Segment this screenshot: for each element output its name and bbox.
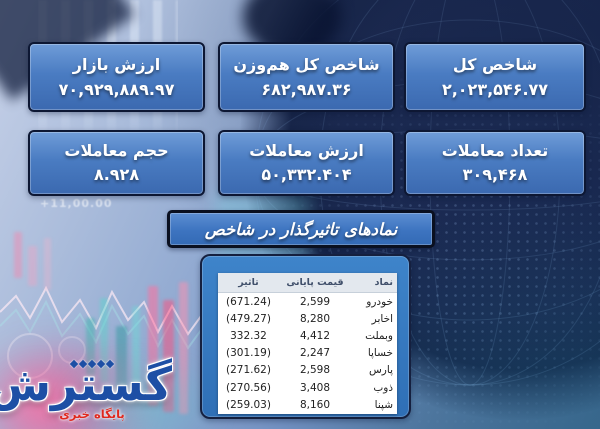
impact-cell: (259.03) (226, 398, 271, 411)
stat-total-index: شاخص کل ۲,۰۲۳,۵۴۶.۷۷ (404, 42, 586, 112)
stat-label: شاخص کل هم‌وزن (233, 54, 380, 74)
symbol-cell: خودرو (366, 295, 393, 308)
impact-cell: (671.24) (226, 295, 271, 308)
stat-value: ۶۸۲,۹۸۷.۳۶ (261, 79, 352, 99)
close-price-cell: 3,408 (299, 381, 331, 394)
table-header-row: نماد قیمت پایانی تاثیر (218, 273, 397, 293)
stat-trades-value: ارزش معاملات ۵۰,۳۳۲.۴۰۴ (218, 130, 395, 196)
close-price-cell: 2,247 (299, 347, 331, 360)
stat-label: حجم معاملات (64, 141, 169, 161)
impact-cell: (301.19) (226, 347, 271, 360)
logo-name: گسترش (0, 357, 173, 411)
table-row: وبملت 4,412 332.32 (218, 327, 397, 344)
stat-trades-volume: حجم معاملات ۸.۹۲۸ (28, 130, 205, 196)
stat-value: ۵۰,۳۳۲.۴۰۴ (261, 165, 352, 185)
candlestick-decor (179, 282, 188, 414)
close-price-cell: 4,412 (299, 329, 331, 342)
stat-value: ۳۰۹,۴۶۸ (462, 165, 528, 185)
impact-cell: (270.56) (226, 381, 271, 394)
section-title-banner: نمادهای تاثیرگذار در شاخص (167, 210, 435, 248)
background-ticker-text: +11,00.00 (40, 197, 113, 210)
symbol-cell: ذوب (373, 381, 393, 394)
impact-cell: 332.32 (230, 329, 267, 342)
close-price-cell: 8,280 (299, 312, 331, 325)
symbol-cell: شپنا (374, 398, 393, 411)
symbol-cell: پارس (368, 364, 393, 377)
impact-table-body: خودرو 2,599 (671.24) اخابر 8,280 (479.27… (218, 293, 397, 414)
candlestick-decor (44, 238, 51, 290)
candlestick-decor (28, 246, 37, 286)
impact-cell: (479.27) (226, 312, 271, 325)
table-row: اخابر 8,280 (479.27) (218, 310, 397, 327)
symbol-cell: خساپا (367, 347, 393, 360)
table-row: پارس 2,598 (271.62) (218, 362, 397, 379)
gostaresh-logo: گسترش پایگاه خبری (0, 357, 173, 421)
stat-market-value: ارزش بازار ۷۰,۹۲۹,۸۸۹.۹۷ (28, 42, 205, 112)
stat-trades-count: تعداد معاملات ۳۰۹,۴۶۸ (404, 130, 586, 196)
impact-table-panel: نماد قیمت پایانی تاثیر خودرو 2,599 (671.… (200, 254, 411, 419)
close-price-cell: 2,599 (299, 295, 331, 308)
close-price-cell: 2,598 (299, 364, 331, 377)
candlestick-decor (14, 232, 22, 278)
symbol-cell: اخابر (371, 312, 393, 325)
col-header-symbol: نماد (351, 273, 397, 293)
col-header-impact: تاثیر (218, 273, 279, 293)
impact-table-sheet: نماد قیمت پایانی تاثیر خودرو 2,599 (671.… (218, 273, 397, 414)
stat-equal-weight-index: شاخص کل هم‌وزن ۶۸۲,۹۸۷.۳۶ (218, 42, 395, 112)
table-row: شپنا 8,160 (259.03) (218, 396, 397, 413)
logo-tagline: پایگاه خبری (59, 407, 125, 421)
stat-value: ۲,۰۲۳,۵۴۶.۷۷ (441, 79, 549, 99)
table-row: ذوب 3,408 (270.56) (218, 379, 397, 396)
stat-value: ۸.۹۲۸ (93, 165, 140, 185)
section-title: نمادهای تاثیرگذار در شاخص (204, 219, 398, 239)
impact-table: نماد قیمت پایانی تاثیر خودرو 2,599 (671.… (218, 273, 397, 413)
stat-label: شاخص کل (452, 54, 538, 74)
stat-label: ارزش بازار (72, 54, 161, 74)
close-price-cell: 8,160 (299, 398, 331, 411)
table-row: خودرو 2,599 (671.24) (218, 293, 397, 311)
stat-value: ۷۰,۹۲۹,۸۸۹.۹۷ (58, 79, 175, 99)
table-row: خساپا 2,247 (301.19) (218, 345, 397, 362)
impact-cell: (271.62) (226, 364, 271, 377)
stat-label: تعداد معاملات (441, 141, 549, 161)
symbol-cell: وبملت (365, 329, 393, 342)
col-header-close-price: قیمت پایانی (279, 273, 351, 293)
stat-label: ارزش معاملات (249, 141, 364, 161)
